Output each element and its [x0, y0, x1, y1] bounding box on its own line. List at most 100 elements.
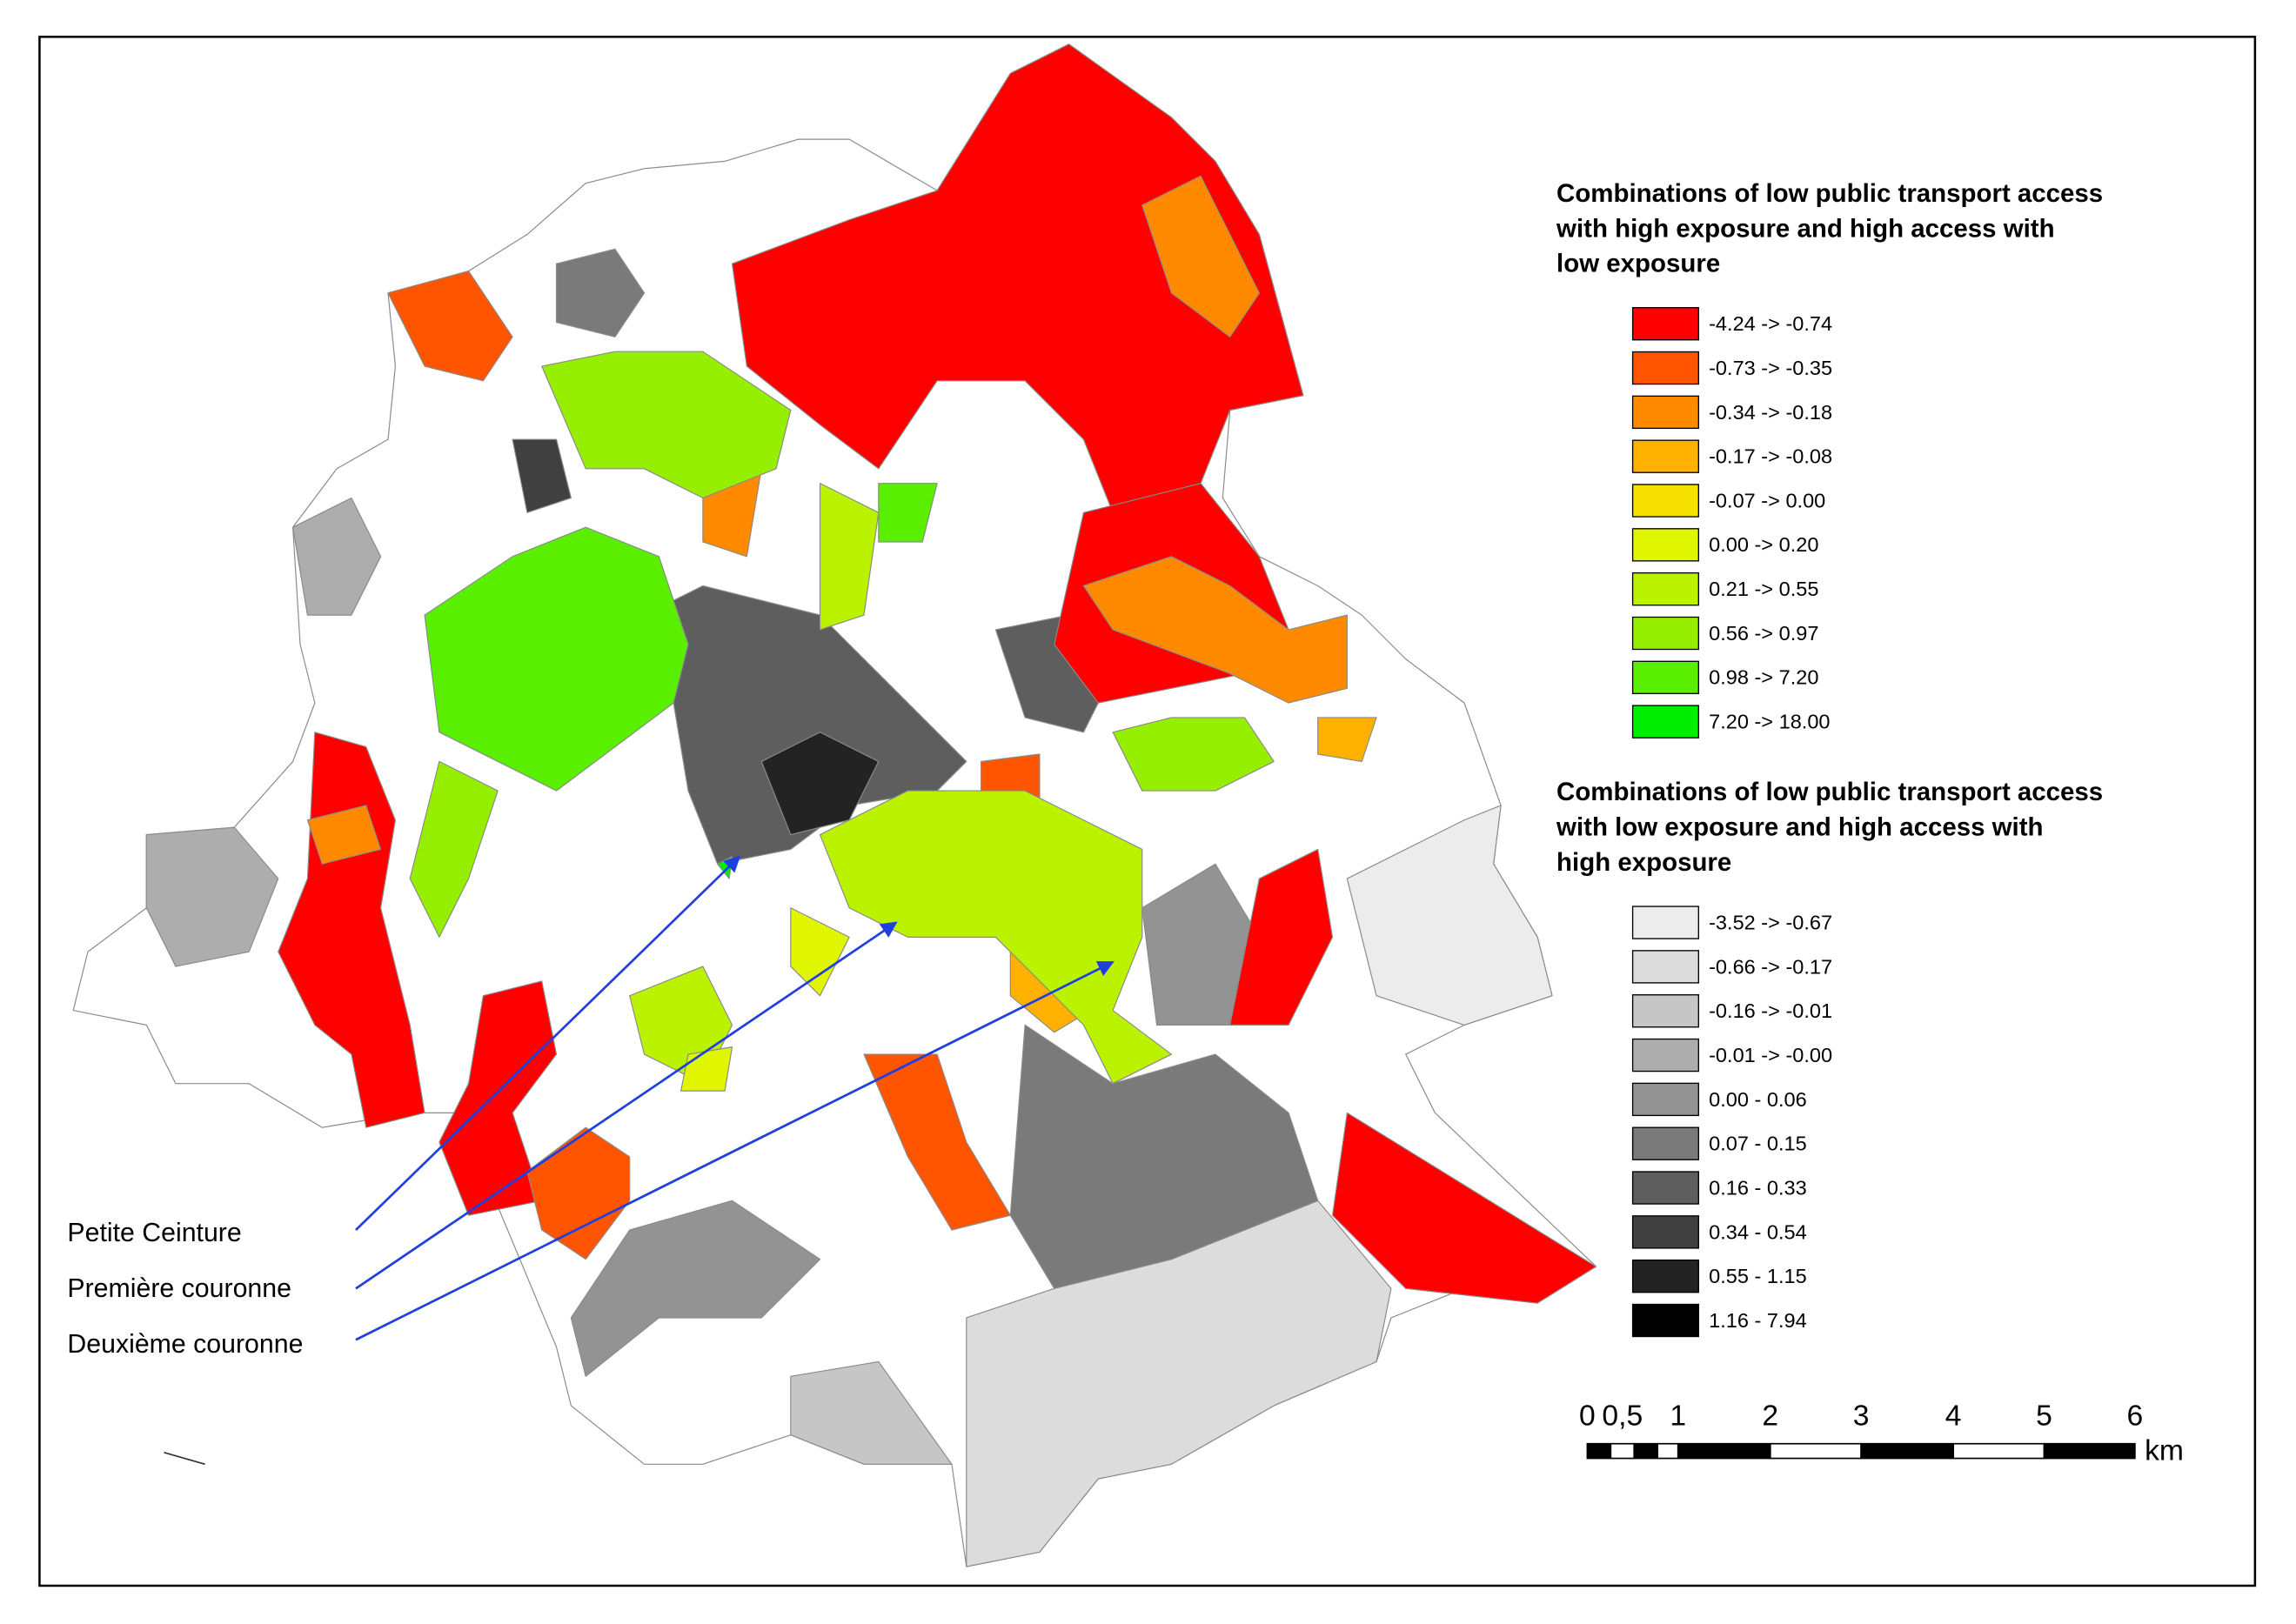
arrow: [355, 960, 1115, 1341]
region: [680, 1046, 733, 1092]
legend-label: 0.00 -> 0.20: [1709, 533, 1818, 556]
legend-label: 0.21 -> 0.55: [1709, 578, 1818, 600]
scale-label: 3: [1853, 1400, 1870, 1432]
region: [409, 760, 499, 938]
scale-bar: 0 0,5 1 2 3 4 5 6km: [1579, 1400, 2184, 1467]
legend-label: 0.56 -> 0.97: [1709, 622, 1818, 645]
annotation: Petite Ceinture: [67, 1219, 241, 1247]
legend-label: 0.34 - 0.54: [1709, 1220, 1807, 1243]
map-line: [164, 1452, 205, 1466]
legend-swatch: [1631, 351, 1699, 385]
legend-swatch: [1631, 906, 1699, 939]
legend-title: Combinations of low public transport acc…: [1556, 179, 2103, 208]
region: [570, 1200, 821, 1377]
legend-label: -0.17 -> -0.08: [1709, 445, 1832, 468]
scale-segment: [1860, 1442, 1955, 1460]
legend-label: -0.73 -> -0.35: [1709, 357, 1832, 379]
region: [1112, 717, 1275, 792]
region: [1229, 848, 1334, 1026]
region: [1141, 175, 1260, 337]
region: [878, 483, 938, 543]
legend-swatch: [1631, 307, 1699, 341]
region: [1346, 805, 1553, 1026]
map-regions: [72, 43, 1597, 1567]
legend-label: -0.07 -> 0.00: [1709, 489, 1825, 511]
scale-label: 5: [2036, 1400, 2052, 1432]
region: [819, 790, 1173, 1085]
legend-swatch: [1631, 1171, 1699, 1205]
legend-swatch: [1631, 1260, 1699, 1293]
region: [1331, 1112, 1597, 1304]
scale-label: 1: [1670, 1400, 1686, 1432]
arrow: [355, 855, 741, 1231]
region: [387, 271, 513, 382]
region: [790, 1360, 953, 1465]
region: [863, 1053, 1011, 1231]
region: [424, 526, 689, 792]
legend-title: high exposure: [1556, 848, 1731, 877]
scale-label: 0: [1579, 1400, 1596, 1432]
legend-swatch: [1631, 1082, 1699, 1117]
legend-title: with high exposure and high access with: [1556, 214, 2054, 243]
scale-segment: [1633, 1442, 1659, 1460]
legend-swatch: [1631, 1303, 1699, 1338]
legend-swatch: [1631, 950, 1699, 984]
scale-segment: [1677, 1442, 1771, 1460]
region: [760, 732, 880, 836]
region: [512, 438, 572, 513]
scale-label: 2: [1762, 1400, 1778, 1432]
legend-swatch: [1631, 616, 1699, 651]
region: [1009, 1024, 1319, 1289]
legend-label: 1.16 - 7.94: [1709, 1309, 1807, 1332]
legend-swatch: [1631, 528, 1699, 562]
scale-label: 4: [1945, 1400, 1962, 1432]
region: [790, 907, 850, 997]
legend-title: Combinations of low public transport acc…: [1556, 778, 2103, 806]
scale-segment: [2043, 1442, 2136, 1460]
legend-label: -0.01 -> -0.00: [1709, 1044, 1832, 1066]
legend-swatch: [1631, 395, 1699, 430]
legend-swatch: [1631, 571, 1699, 606]
scale-segment: [1657, 1442, 1679, 1460]
legend-label: -0.34 -> -0.18: [1709, 401, 1832, 424]
region: [306, 805, 382, 865]
legend-swatch: [1631, 439, 1699, 473]
legend-swatch: [1631, 1126, 1699, 1160]
legend-swatch: [1631, 660, 1699, 695]
legend-swatch: [1631, 484, 1699, 518]
arrow: [355, 921, 898, 1290]
legend-label: 0.07 - 0.15: [1709, 1133, 1807, 1155]
legend-swatch: [1631, 1215, 1699, 1249]
annotation: Première couronne: [67, 1274, 291, 1303]
legend-label: 0.55 - 1.15: [1709, 1265, 1807, 1287]
legend-title: low exposure: [1556, 250, 1720, 278]
region: [819, 483, 880, 631]
legend-swatch: [1631, 994, 1699, 1028]
scale-segment: [1610, 1442, 1636, 1460]
legend-label: 7.20 -> 18.00: [1709, 711, 1830, 733]
region: [145, 826, 279, 967]
legend-label: -3.52 -> -0.67: [1709, 911, 1832, 933]
scale-segment: [1952, 1442, 2045, 1460]
region: [1317, 717, 1377, 763]
legend-label: 0.00 - 0.06: [1709, 1088, 1807, 1111]
legend-label: -0.66 -> -0.17: [1709, 955, 1832, 978]
legend-title: with low exposure and high access with: [1556, 813, 2043, 842]
legend-label: 0.16 - 0.33: [1709, 1176, 1807, 1199]
region: [731, 43, 1304, 513]
legend-swatch: [1631, 705, 1699, 738]
legend-label: 0.98 -> 7.20: [1709, 666, 1818, 689]
region: [292, 497, 382, 616]
legend-label: -0.16 -> -0.01: [1709, 999, 1832, 1022]
region: [1082, 556, 1348, 704]
annotation-arrows: [355, 855, 1115, 1341]
scale-segment: [1769, 1442, 1862, 1460]
region: [541, 351, 792, 499]
scale-label: 0,5: [1602, 1400, 1643, 1432]
legend-label: -4.24 -> -0.74: [1709, 312, 1832, 335]
legend: Combinations of low public transport acc…: [1556, 179, 2103, 1338]
scale-label: 6: [2127, 1400, 2144, 1432]
scale-unit: km: [2145, 1435, 2184, 1467]
